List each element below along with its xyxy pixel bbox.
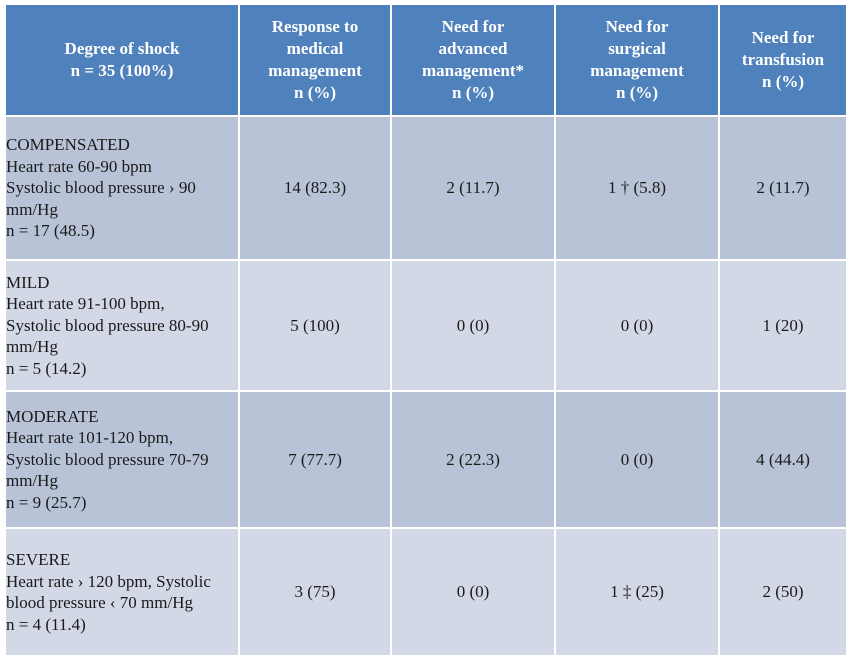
label-line: Heart rate 101-120 bpm, [6, 428, 174, 448]
label-line: mm/Hg [6, 337, 58, 357]
header-line: Need for [441, 17, 505, 36]
header-line: n (%) [293, 83, 337, 102]
label-line: n = 4 (11.4) [6, 614, 86, 634]
label-line: Heart rate › 120 bpm, Systolic [6, 571, 211, 591]
cell-medical: 5 (100) [238, 259, 392, 392]
label-line: Systolic blood pressure 80-90 [6, 315, 209, 335]
cell-medical: 3 (75) [238, 527, 392, 657]
row-label: SEVERE Heart rate › 120 bpm, Systolic bl… [4, 527, 240, 657]
header-line: Need for [605, 17, 669, 36]
cell-advanced: 2 (22.3) [390, 390, 556, 529]
cell-medical: 7 (77.7) [238, 390, 392, 529]
header-response-medical: Response to medical management n (%) [238, 3, 392, 117]
cell-surgical: 0 (0) [554, 259, 720, 392]
cell-transfusion: 2 (11.7) [718, 115, 848, 261]
cell-transfusion: 4 (44.4) [718, 390, 848, 529]
header-line: surgical [608, 39, 666, 58]
header-need-advanced: Need for advanced management* n (%) [390, 3, 556, 117]
table-row-moderate: MODERATE Heart rate 101-120 bpm, Systoli… [4, 390, 848, 529]
label-line: Heart rate 91-100 bpm, [6, 294, 165, 314]
row-label: MODERATE Heart rate 101-120 bpm, Systoli… [4, 390, 240, 529]
header-line: advanced [438, 39, 508, 58]
cell-transfusion: 1 (20) [718, 259, 848, 392]
header-line: Degree of shock [64, 39, 180, 58]
header-line: n (%) [761, 72, 805, 91]
header-line: n (%) [451, 83, 495, 102]
row-label: COMPENSATED Heart rate 60-90 bpm Systoli… [4, 115, 240, 261]
cell-transfusion: 2 (50) [718, 527, 848, 657]
label-line: n = 17 (48.5) [6, 221, 95, 241]
header-line: management* [422, 61, 524, 80]
cell-surgical: 1 † (5.8) [554, 115, 720, 261]
table-row-severe: SEVERE Heart rate › 120 bpm, Systolic bl… [4, 527, 848, 657]
cell-surgical: 0 (0) [554, 390, 720, 529]
table-row-mild: MILD Heart rate 91-100 bpm, Systolic blo… [4, 259, 848, 392]
label-line: MODERATE [6, 406, 99, 426]
row-label: MILD Heart rate 91-100 bpm, Systolic blo… [4, 259, 240, 392]
label-line: mm/Hg [6, 199, 58, 219]
header-line: transfusion [741, 50, 825, 69]
header-line: n = 35 (100%) [70, 61, 174, 80]
header-row: Degree of shock n = 35 (100%) Response t… [4, 3, 848, 117]
label-line: mm/Hg [6, 471, 58, 491]
label-line: Heart rate 60-90 bpm [6, 156, 152, 176]
header-need-surgical: Need for surgical management n (%) [554, 3, 720, 117]
cell-medical: 14 (82.3) [238, 115, 392, 261]
label-line: n = 5 (14.2) [6, 358, 87, 378]
cell-advanced: 0 (0) [390, 527, 556, 657]
label-line: Systolic blood pressure › 90 [6, 178, 196, 198]
header-degree-of-shock: Degree of shock n = 35 (100%) [4, 3, 240, 117]
cell-advanced: 2 (11.7) [390, 115, 556, 261]
header-line: management [268, 61, 362, 80]
label-line: n = 9 (25.7) [6, 492, 87, 512]
header-line: management [590, 61, 684, 80]
shock-outcomes-table: Degree of shock n = 35 (100%) Response t… [4, 3, 848, 657]
header-line: n (%) [615, 83, 659, 102]
label-line: MILD [6, 272, 50, 292]
label-line: blood pressure ‹ 70 mm/Hg [6, 593, 193, 612]
label-line: COMPENSATED [6, 135, 130, 155]
label-line: Systolic blood pressure 70-79 [6, 449, 209, 469]
cell-surgical: 1 ‡ (25) [554, 527, 720, 657]
cell-advanced: 0 (0) [390, 259, 556, 392]
header-need-transfusion: Need for transfusion n (%) [718, 3, 848, 117]
label-line: SEVERE [6, 550, 71, 569]
header-line: Need for [751, 28, 815, 47]
table-row-compensated: COMPENSATED Heart rate 60-90 bpm Systoli… [4, 115, 848, 261]
header-line: Response to [271, 17, 359, 36]
header-line: medical [286, 39, 344, 58]
